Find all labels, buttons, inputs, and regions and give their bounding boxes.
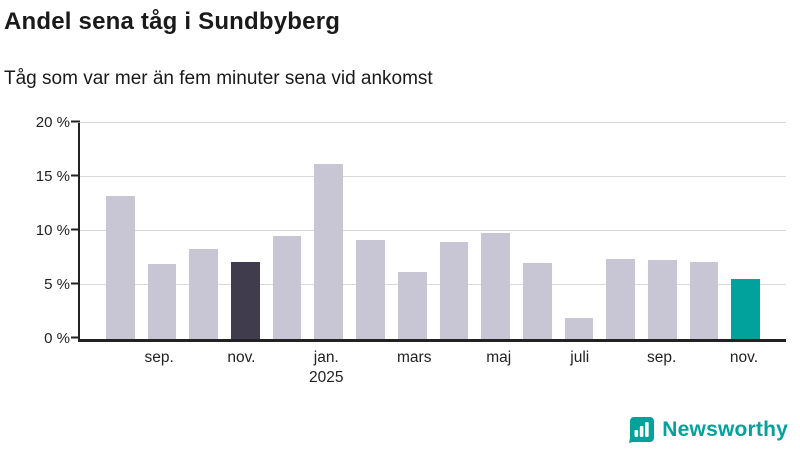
bar bbox=[147, 264, 177, 339]
gridline bbox=[80, 122, 786, 123]
gridline bbox=[80, 230, 786, 231]
y-axis-label: 20 % bbox=[35, 114, 70, 131]
bar-slot bbox=[522, 123, 552, 339]
x-axis-labels: sep. nov. jan. 2025 mars maj juli sep. nov. bbox=[78, 348, 784, 388]
x-axis-label: jan. 2025 bbox=[309, 349, 344, 387]
bar-slot bbox=[481, 123, 510, 339]
bar bbox=[689, 262, 719, 339]
x-axis-label: juli bbox=[570, 349, 590, 366]
bar-slot bbox=[314, 123, 344, 339]
x-axis-label bbox=[526, 348, 554, 388]
x-axis-label bbox=[689, 348, 717, 388]
x-axis-label bbox=[444, 348, 472, 388]
y-axis-label: 0 % bbox=[44, 330, 70, 347]
bar-slot bbox=[689, 123, 719, 339]
bar-slot bbox=[606, 123, 635, 339]
bar bbox=[564, 318, 594, 339]
gridline bbox=[80, 176, 786, 177]
chart-title: Andel sena tåg i Sundbyberg bbox=[4, 8, 341, 35]
x-axis-label: mars bbox=[397, 349, 432, 366]
bar bbox=[439, 241, 469, 339]
x-axis-label bbox=[104, 348, 132, 388]
bar bbox=[106, 196, 135, 339]
x-axis-label: maj bbox=[486, 349, 512, 366]
bar-slot bbox=[439, 123, 469, 339]
x-axis-label bbox=[187, 348, 215, 388]
bar bbox=[647, 260, 677, 339]
bar-slot bbox=[231, 123, 260, 339]
bar-slot bbox=[356, 123, 385, 339]
newsworthy-logo: Newsworthy bbox=[628, 416, 788, 443]
y-axis-tick bbox=[71, 336, 80, 339]
y-axis-tick bbox=[71, 174, 80, 177]
bar bbox=[314, 164, 344, 339]
y-axis-label: 5 % bbox=[44, 276, 70, 293]
y-axis-tick bbox=[71, 120, 80, 123]
bar bbox=[189, 249, 219, 339]
y-axis-tick bbox=[71, 282, 80, 285]
bars-container bbox=[80, 123, 786, 339]
x-axis-label: nov. bbox=[227, 349, 256, 366]
x-axis-label: nov. bbox=[729, 349, 759, 366]
gridline bbox=[80, 284, 786, 285]
bar bbox=[522, 263, 552, 339]
plot-area: 0 % 5 % 10 % 15 % 20 % bbox=[36, 114, 786, 347]
x-axis-label: sep. bbox=[647, 349, 677, 366]
bar bbox=[481, 233, 510, 339]
bar-slot bbox=[397, 123, 427, 339]
x-axis-label bbox=[269, 348, 297, 388]
y-axis-label: 15 % bbox=[35, 168, 70, 185]
bar bbox=[231, 262, 260, 339]
brand-name: Newsworthy bbox=[662, 417, 788, 441]
bar bbox=[606, 259, 635, 339]
bar-slot bbox=[106, 123, 135, 339]
x-axis-label bbox=[357, 348, 385, 388]
chart-subtitle: Tåg som var mer än fem minuter sena vid … bbox=[4, 68, 433, 89]
bar bbox=[397, 272, 427, 339]
x-axis-label bbox=[607, 348, 635, 388]
bar bbox=[731, 278, 760, 339]
x-axis-label: sep. bbox=[144, 349, 174, 366]
y-axis-label: 10 % bbox=[35, 222, 70, 239]
bar bbox=[356, 239, 385, 339]
bar bbox=[272, 236, 302, 339]
y-axis-tick bbox=[71, 228, 80, 231]
bar-slot bbox=[189, 123, 219, 339]
bar-slot bbox=[147, 123, 177, 339]
bar-slot bbox=[272, 123, 302, 339]
bar-slot bbox=[647, 123, 677, 339]
bar-slot bbox=[564, 123, 594, 339]
bar-slot bbox=[731, 123, 760, 339]
bar-chart-bubble-icon bbox=[628, 416, 655, 443]
